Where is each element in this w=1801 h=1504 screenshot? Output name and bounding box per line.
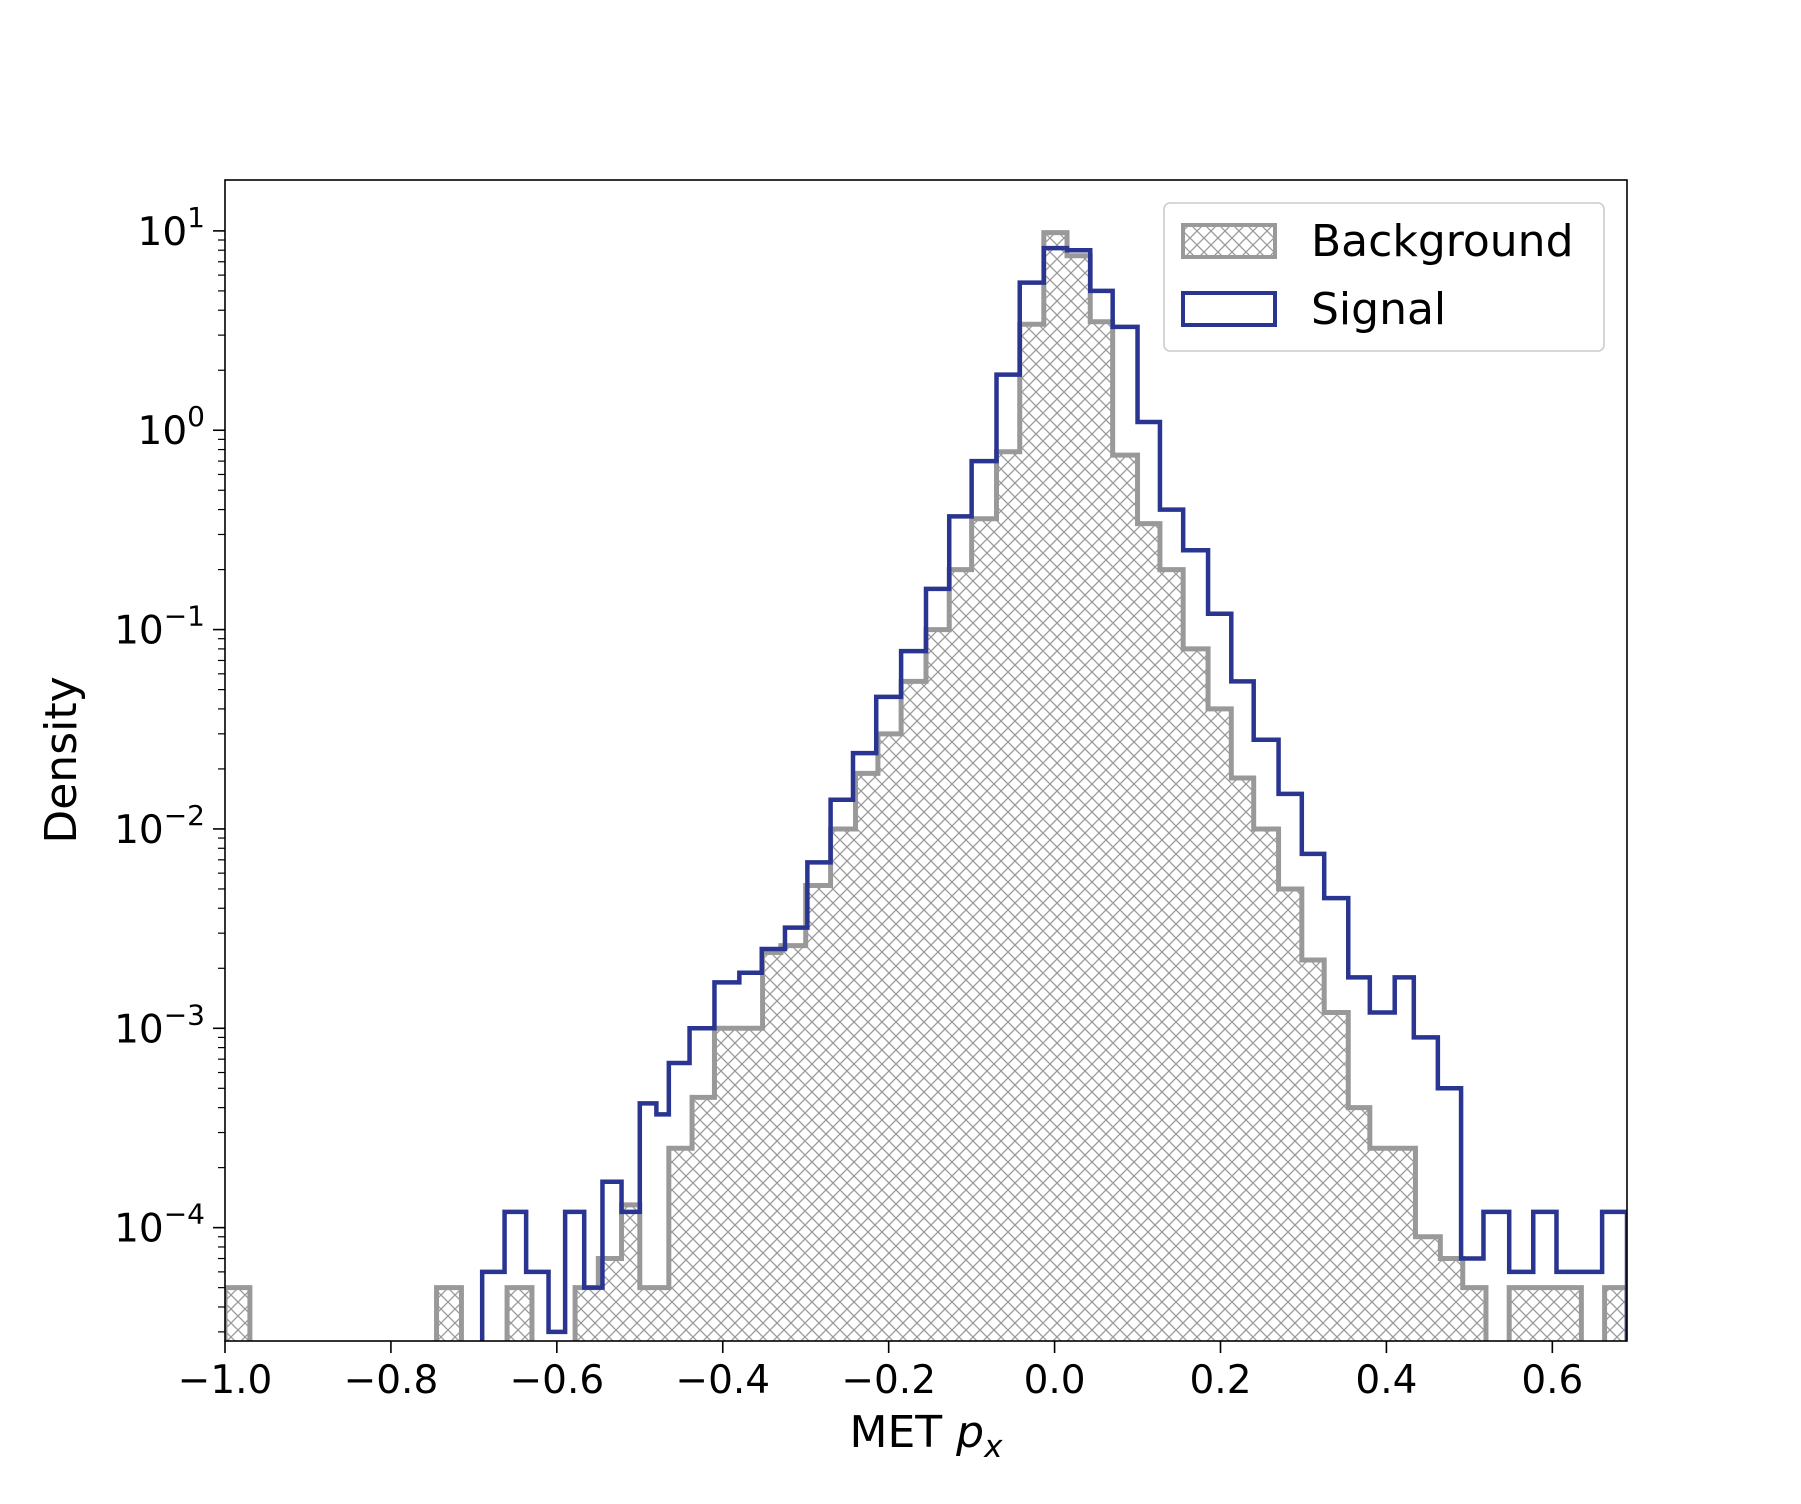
background-bin-28 — [1183, 648, 1209, 1341]
background-bin-13 — [830, 828, 856, 1341]
signal-step-outline — [479, 245, 1627, 1341]
background-bin-26 — [1137, 523, 1160, 1341]
legend: Background Signal — [1163, 202, 1605, 352]
background-bin-27 — [1159, 569, 1184, 1341]
legend-label-background: Background — [1311, 216, 1574, 267]
x-tick-label-4: −0.2 — [841, 1358, 936, 1403]
x-tick-label-1: −0.8 — [344, 1358, 439, 1403]
background-bin-39 — [1462, 1287, 1486, 1341]
background-bin-10 — [762, 952, 781, 1341]
series-background — [225, 230, 1627, 1341]
x-tick-label-5: 0.0 — [1024, 1358, 1086, 1403]
y-tick-label-4: 10−3 — [114, 998, 205, 1052]
background-bin-37 — [1415, 1236, 1441, 1341]
background-step-outline — [225, 230, 1627, 1341]
x-tick-label-2: −0.6 — [509, 1358, 604, 1403]
background-bin-3 — [575, 1287, 599, 1341]
x-axis-label: MET px — [850, 1407, 1004, 1465]
background-bin-36 — [1369, 1148, 1416, 1341]
background-bin-0 — [225, 1287, 250, 1341]
background-bin-17 — [926, 629, 950, 1341]
x-tick-label-3: −0.4 — [675, 1358, 770, 1403]
background-bin-5 — [621, 1204, 640, 1341]
background-bin-29 — [1208, 708, 1232, 1341]
background-bin-33 — [1301, 960, 1325, 1341]
background-bin-6 — [639, 1287, 669, 1341]
background-bin-20 — [996, 451, 1020, 1341]
background-bin-31 — [1253, 828, 1279, 1341]
background-bin-2 — [507, 1287, 532, 1341]
background-bin-21 — [1019, 324, 1044, 1341]
y-tick-label-1: 100 — [138, 400, 205, 454]
y-tick-label-5: 10−4 — [114, 1198, 205, 1252]
background-bin-12 — [805, 885, 831, 1341]
background-bin-9 — [714, 1028, 763, 1341]
background-bin-19 — [971, 518, 997, 1341]
background-bin-11 — [780, 945, 806, 1341]
background-bin-40 — [1509, 1287, 1582, 1341]
background-bin-25 — [1112, 455, 1138, 1341]
legend-label-signal: Signal — [1311, 284, 1446, 335]
background-bin-24 — [1090, 321, 1113, 1341]
y-tick-label-2: 10−1 — [114, 600, 205, 654]
background-bin-41 — [1604, 1287, 1627, 1341]
background-bin-15 — [877, 733, 902, 1341]
series-signal — [479, 245, 1627, 1341]
background-bin-30 — [1231, 778, 1254, 1341]
y-axis-label: Density — [36, 676, 87, 843]
background-bin-23 — [1067, 255, 1091, 1341]
legend-swatch-signal — [1181, 291, 1277, 327]
x-tick-label-6: 0.2 — [1189, 1358, 1251, 1403]
x-tick-label-8: 0.6 — [1521, 1358, 1583, 1403]
background-bin-16 — [901, 681, 926, 1341]
background-bin-1 — [436, 1287, 462, 1341]
plot-frame — [224, 179, 1628, 1342]
background-bin-34 — [1324, 1012, 1349, 1341]
background-bin-18 — [949, 569, 972, 1341]
x-tick-label-7: 0.4 — [1355, 1358, 1417, 1403]
y-tick-label-0: 101 — [138, 201, 205, 255]
background-bin-22 — [1043, 232, 1068, 1341]
background-bin-7 — [668, 1148, 693, 1341]
legend-swatch-background — [1181, 223, 1277, 259]
background-bin-32 — [1278, 888, 1302, 1341]
x-tick-label-0: −1.0 — [178, 1358, 273, 1403]
background-bin-14 — [855, 773, 878, 1341]
background-bin-38 — [1440, 1258, 1463, 1341]
background-bin-35 — [1348, 1107, 1370, 1341]
y-tick-label-3: 10−2 — [114, 799, 205, 853]
background-bin-8 — [692, 1097, 715, 1341]
